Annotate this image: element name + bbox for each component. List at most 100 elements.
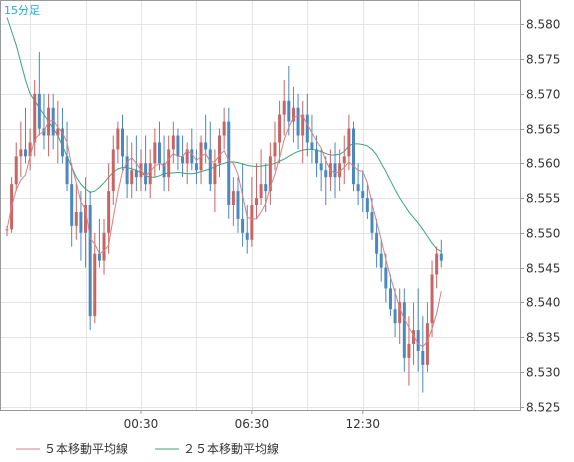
candle-body <box>365 198 369 212</box>
candle-body <box>33 93 37 143</box>
candle-body <box>273 142 277 157</box>
candle-body <box>333 163 337 178</box>
y-tick-label: 8.545 <box>526 262 560 276</box>
candle-body <box>416 330 420 351</box>
candle-body <box>301 114 305 136</box>
candle-body <box>361 191 365 199</box>
candle-body <box>259 184 263 199</box>
candle-body <box>208 149 212 185</box>
y-tick-label: 8.530 <box>526 366 560 380</box>
y-tick-label: 8.535 <box>526 331 560 345</box>
x-tick-label: 00:30 <box>124 417 159 431</box>
candle-body <box>412 330 416 344</box>
candle-body <box>28 142 32 157</box>
plot-area <box>0 0 520 410</box>
candle-body <box>162 163 166 178</box>
y-tick-label: 8.525 <box>526 401 560 415</box>
y-tick-label: 8.565 <box>526 123 560 137</box>
candle-body <box>388 288 392 310</box>
candle-body <box>319 163 323 171</box>
candle-body <box>305 114 309 143</box>
y-tick-label: 8.550 <box>526 227 560 241</box>
candle-body <box>176 135 180 157</box>
candle-body <box>338 163 342 178</box>
candle-body <box>181 156 185 164</box>
y-tick-label: 8.555 <box>526 192 560 206</box>
y-tick-label: 8.560 <box>526 157 560 171</box>
candle-body <box>287 100 291 122</box>
candle-body <box>356 184 360 192</box>
x-tick-label: 12:30 <box>345 417 380 431</box>
candle-body <box>23 149 27 157</box>
candle-body <box>42 128 46 136</box>
candle-body <box>190 149 194 164</box>
candle-body <box>379 253 383 268</box>
y-tick-label: 8.570 <box>526 88 560 102</box>
legend: ５本移動平均線 ２５本移動平均線 <box>16 441 279 456</box>
candle-body <box>167 149 171 178</box>
candle-body <box>282 100 286 115</box>
candle-body <box>204 142 208 150</box>
candle-body <box>227 121 231 205</box>
candle-body <box>125 156 129 185</box>
candle-body <box>264 184 268 192</box>
ma5-line <box>6 115 442 348</box>
candle-body <box>56 128 60 136</box>
x-tick-label: 06:30 <box>235 417 270 431</box>
candle-body <box>111 149 115 192</box>
candle-body <box>79 211 83 233</box>
candle-body <box>74 211 78 226</box>
candle-body <box>236 191 240 219</box>
candle-body <box>121 128 124 157</box>
candle-body <box>134 170 138 178</box>
candle-body <box>254 198 258 205</box>
candle-body <box>157 142 161 164</box>
candle-body <box>291 107 295 122</box>
candle-body <box>218 135 222 164</box>
candle-body <box>60 128 64 157</box>
candle-body <box>14 156 18 185</box>
candle-body <box>19 149 23 157</box>
candle-body <box>185 149 189 164</box>
candle-body <box>93 253 97 317</box>
candle-body <box>430 274 434 324</box>
candle-body <box>51 107 55 136</box>
candle-body <box>116 128 120 150</box>
candle-body <box>296 107 300 136</box>
period-label[interactable]: 15分足 <box>4 4 40 17</box>
candle-body <box>352 128 355 185</box>
candle-body <box>70 184 74 226</box>
candle-body <box>439 253 443 261</box>
candle-body <box>222 121 226 136</box>
candle-body <box>398 302 402 324</box>
candle-body <box>342 156 346 164</box>
candle-body <box>310 142 314 150</box>
candle-body <box>375 232 379 254</box>
candle-body <box>65 156 69 185</box>
candle-body <box>250 205 254 240</box>
candle-body <box>102 232 106 261</box>
candle-body <box>37 93 41 129</box>
y-axis: 8.525 8.530 8.535 8.540 8.545 8.550 8.555 8.560… <box>520 18 560 415</box>
ma5-series <box>6 115 442 348</box>
y-tick-label: 8.575 <box>526 53 560 67</box>
candle-body <box>148 163 152 185</box>
candle-body <box>194 163 198 171</box>
candle-body <box>5 229 9 231</box>
ma25-series <box>6 17 442 252</box>
candle-body <box>130 170 134 185</box>
candle-body <box>144 163 148 185</box>
candle-body <box>278 114 282 143</box>
candle-body <box>88 205 92 317</box>
candle-body <box>402 302 406 358</box>
candle-body <box>245 232 249 240</box>
legend-label-ma5: ５本移動平均線 <box>44 441 128 456</box>
candle-body <box>268 156 272 192</box>
candle-body <box>213 163 217 185</box>
candle-body <box>153 142 157 164</box>
candle-body <box>421 350 425 365</box>
candle-body <box>393 309 397 324</box>
candle-body <box>231 191 235 205</box>
